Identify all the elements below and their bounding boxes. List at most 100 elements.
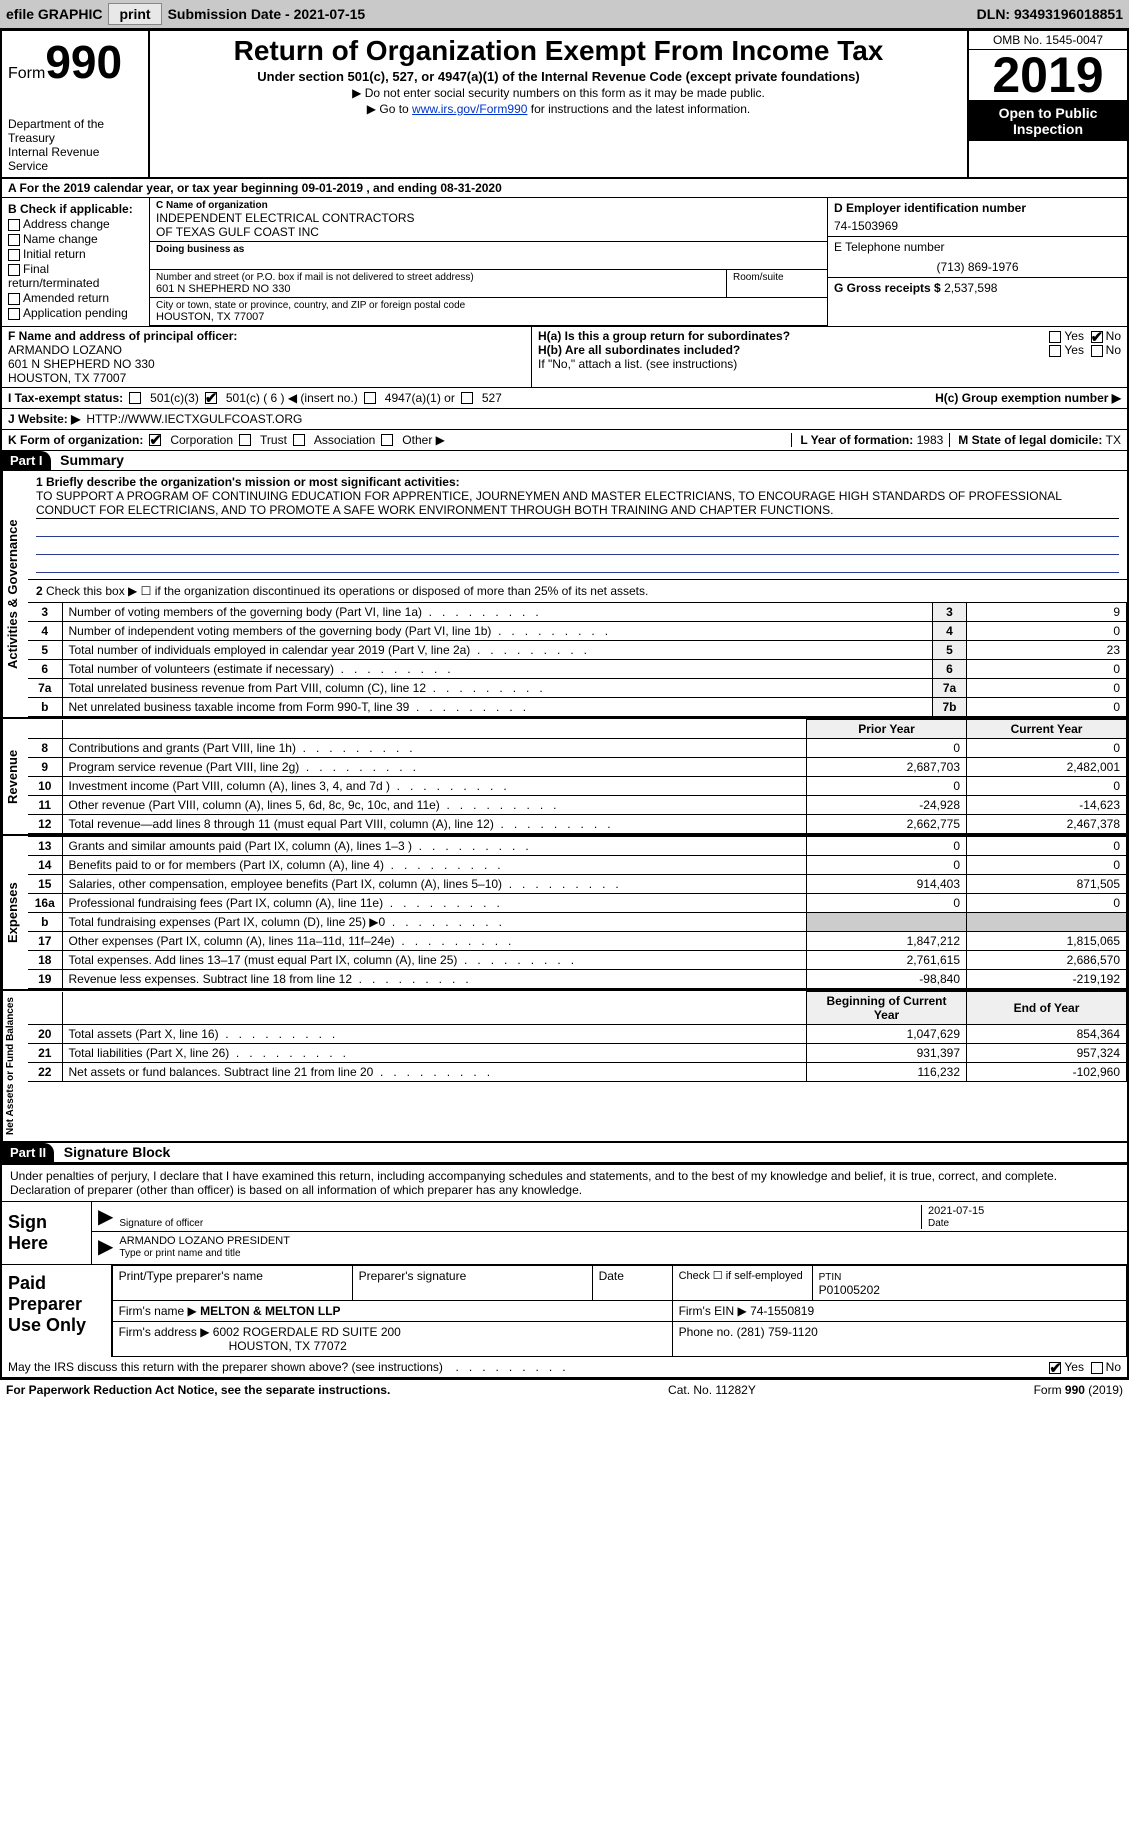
paid-preparer-label: Paid Preparer Use Only (2, 1265, 112, 1357)
firm-address-row: Firm's address ▶ 6002 ROGERDALE RD SUITE… (112, 1322, 672, 1357)
dln: DLN: 93493196018851 (977, 6, 1123, 22)
revenue-section: Revenue Prior Year Current Year 8Contrib… (2, 719, 1127, 836)
perjury-declaration: Under penalties of perjury, I declare th… (2, 1165, 1127, 1201)
part-ii-header: Part II Signature Block (2, 1143, 1127, 1163)
cb-corporation[interactable] (149, 434, 161, 446)
discuss-no[interactable] (1091, 1362, 1103, 1374)
sidelabel-governance: Activities & Governance (2, 471, 28, 717)
form-header: Form990 Department of the Treasury Inter… (2, 31, 1127, 179)
prep-name-header: Print/Type preparer's name (112, 1266, 352, 1301)
table-row: 7aTotal unrelated business revenue from … (28, 679, 1127, 698)
col-right: D Employer identification number 74-1503… (827, 198, 1127, 326)
top-toolbar: efile GRAPHIC print Submission Date - 20… (0, 0, 1129, 29)
table-row: 12Total revenue—add lines 8 through 11 (… (28, 815, 1127, 834)
table-row: 21Total liabilities (Part X, line 26)931… (28, 1044, 1127, 1063)
activities-governance-section: Activities & Governance 1 Briefly descri… (2, 471, 1127, 719)
sidelabel-net-assets: Net Assets or Fund Balances (2, 991, 28, 1141)
city-row: City or town, state or province, country… (150, 298, 827, 326)
ha-no[interactable] (1091, 331, 1103, 343)
form-number: Form990 (8, 35, 142, 89)
h-b: H(b) Are all subordinates included? Yes … (538, 343, 1121, 357)
page-footer: For Paperwork Reduction Act Notice, see … (0, 1379, 1129, 1400)
cb-amended-return[interactable]: Amended return (8, 291, 143, 305)
efile-label: efile GRAPHIC (6, 6, 102, 22)
hb-yes[interactable] (1049, 345, 1061, 357)
row-a-tax-year: A For the 2019 calendar year, or tax yea… (2, 179, 1127, 198)
dept-treasury: Department of the Treasury (8, 117, 142, 145)
ha-yes[interactable] (1049, 331, 1061, 343)
gross-receipts-cell: G Gross receipts $ 2,537,598 (828, 278, 1127, 298)
row-j-website: J Website: ▶ HTTP://WWW.IECTXGULFCOAST.O… (2, 409, 1127, 430)
col-beginning-year: Beginning of Current Year (807, 992, 967, 1025)
tax-year: 2019 (969, 50, 1127, 101)
firm-ein: Firm's EIN ▶ 74-1550819 (672, 1301, 1126, 1322)
paid-preparer-block: Paid Preparer Use Only Print/Type prepar… (2, 1264, 1127, 1357)
table-row: 9Program service revenue (Part VIII, lin… (28, 758, 1127, 777)
signature-block: Under penalties of perjury, I declare th… (2, 1163, 1127, 1377)
irs: Internal Revenue Service (8, 145, 142, 173)
cb-trust[interactable] (239, 434, 251, 446)
state-domicile: M State of legal domicile: TX (949, 433, 1121, 447)
instructions-link[interactable]: www.irs.gov/Form990 (412, 102, 527, 116)
cb-501c[interactable] (205, 392, 217, 404)
officer-signature-line[interactable]: ▶ Signature of officer 2021-07-15 Date (92, 1202, 1127, 1232)
governance-table: 3Number of voting members of the governi… (28, 602, 1127, 717)
cb-4947[interactable] (364, 392, 376, 404)
cb-association[interactable] (293, 434, 305, 446)
cb-application-pending[interactable]: Application pending (8, 306, 143, 320)
ein-cell: D Employer identification number 74-1503… (828, 198, 1127, 237)
table-row: 8Contributions and grants (Part VIII, li… (28, 739, 1127, 758)
expenses-table: 13Grants and similar amounts paid (Part … (28, 836, 1127, 989)
row-i-tax-status: I Tax-exempt status: 501(c)(3) 501(c) ( … (2, 388, 1127, 409)
preparer-table: Print/Type preparer's name Preparer's si… (112, 1265, 1127, 1357)
table-row: 11Other revenue (Part VIII, column (A), … (28, 796, 1127, 815)
cb-address-change[interactable]: Address change (8, 217, 143, 231)
officer-name-line: ▶ ARMANDO LOZANO PRESIDENT Type or print… (92, 1232, 1127, 1261)
blank-line (36, 539, 1119, 555)
street-address: Number and street (or P.O. box if mail i… (150, 270, 727, 297)
blank-line (36, 521, 1119, 537)
blank-line (36, 557, 1119, 573)
cb-name-change[interactable]: Name change (8, 232, 143, 246)
revenue-table: Prior Year Current Year 8Contributions a… (28, 719, 1127, 834)
sidelabel-expenses: Expenses (2, 836, 28, 989)
header-left: Form990 Department of the Treasury Inter… (2, 31, 150, 177)
year-formation: L Year of formation: 1983 (791, 433, 943, 447)
discuss-yes[interactable] (1049, 1362, 1061, 1374)
col-c-org-info: C Name of organization INDEPENDENT ELECT… (150, 198, 827, 326)
cb-527[interactable] (461, 392, 473, 404)
signature-arrow-icon: ▶ (98, 1204, 113, 1229)
cb-final-return[interactable]: Final return/terminated (8, 262, 143, 290)
sign-here-label: Sign Here (2, 1202, 92, 1264)
signature-arrow-icon: ▶ (98, 1234, 113, 1259)
header-right: OMB No. 1545-0047 2019 Open to Public In… (967, 31, 1127, 177)
col-end-year: End of Year (967, 992, 1127, 1025)
h-c: H(c) Group exemption number ▶ (935, 391, 1121, 405)
catalog-number: Cat. No. 11282Y (668, 1383, 756, 1397)
form-subtitle: Under section 501(c), 527, or 4947(a)(1)… (158, 69, 959, 84)
cb-other[interactable] (381, 434, 393, 446)
phone-cell: E Telephone number (713) 869-1976 (828, 237, 1127, 278)
expenses-section: Expenses 13Grants and similar amounts pa… (2, 836, 1127, 991)
principal-officer: F Name and address of principal officer:… (2, 327, 532, 387)
address-row: Number and street (or P.O. box if mail i… (150, 270, 827, 298)
hb-no[interactable] (1091, 345, 1103, 357)
header-title-block: Return of Organization Exempt From Incom… (150, 31, 967, 177)
row-k-l-m: K Form of organization: Corporation Trus… (2, 430, 1127, 451)
table-row: 5Total number of individuals employed in… (28, 641, 1127, 660)
sign-here-row: Sign Here ▶ Signature of officer 2021-07… (2, 1201, 1127, 1264)
table-row: 16aProfessional fundraising fees (Part I… (28, 894, 1127, 913)
mission-text: TO SUPPORT A PROGRAM OF CONTINUING EDUCA… (36, 489, 1119, 519)
table-row: 19Revenue less expenses. Subtract line 1… (28, 970, 1127, 989)
org-name-row: C Name of organization INDEPENDENT ELECT… (150, 198, 827, 242)
col-current-year: Current Year (967, 720, 1127, 739)
cb-501c3[interactable] (129, 392, 141, 404)
table-row: 10Investment income (Part VIII, column (… (28, 777, 1127, 796)
cb-initial-return[interactable]: Initial return (8, 247, 143, 261)
net-assets-table: Beginning of Current Year End of Year 20… (28, 991, 1127, 1082)
print-button[interactable]: print (108, 3, 161, 25)
prep-date-header: Date (592, 1266, 672, 1301)
paperwork-notice: For Paperwork Reduction Act Notice, see … (6, 1383, 390, 1397)
org-name-2: OF TEXAS GULF COAST INC (156, 225, 821, 239)
h-b-note: If "No," attach a list. (see instruction… (538, 357, 1121, 371)
